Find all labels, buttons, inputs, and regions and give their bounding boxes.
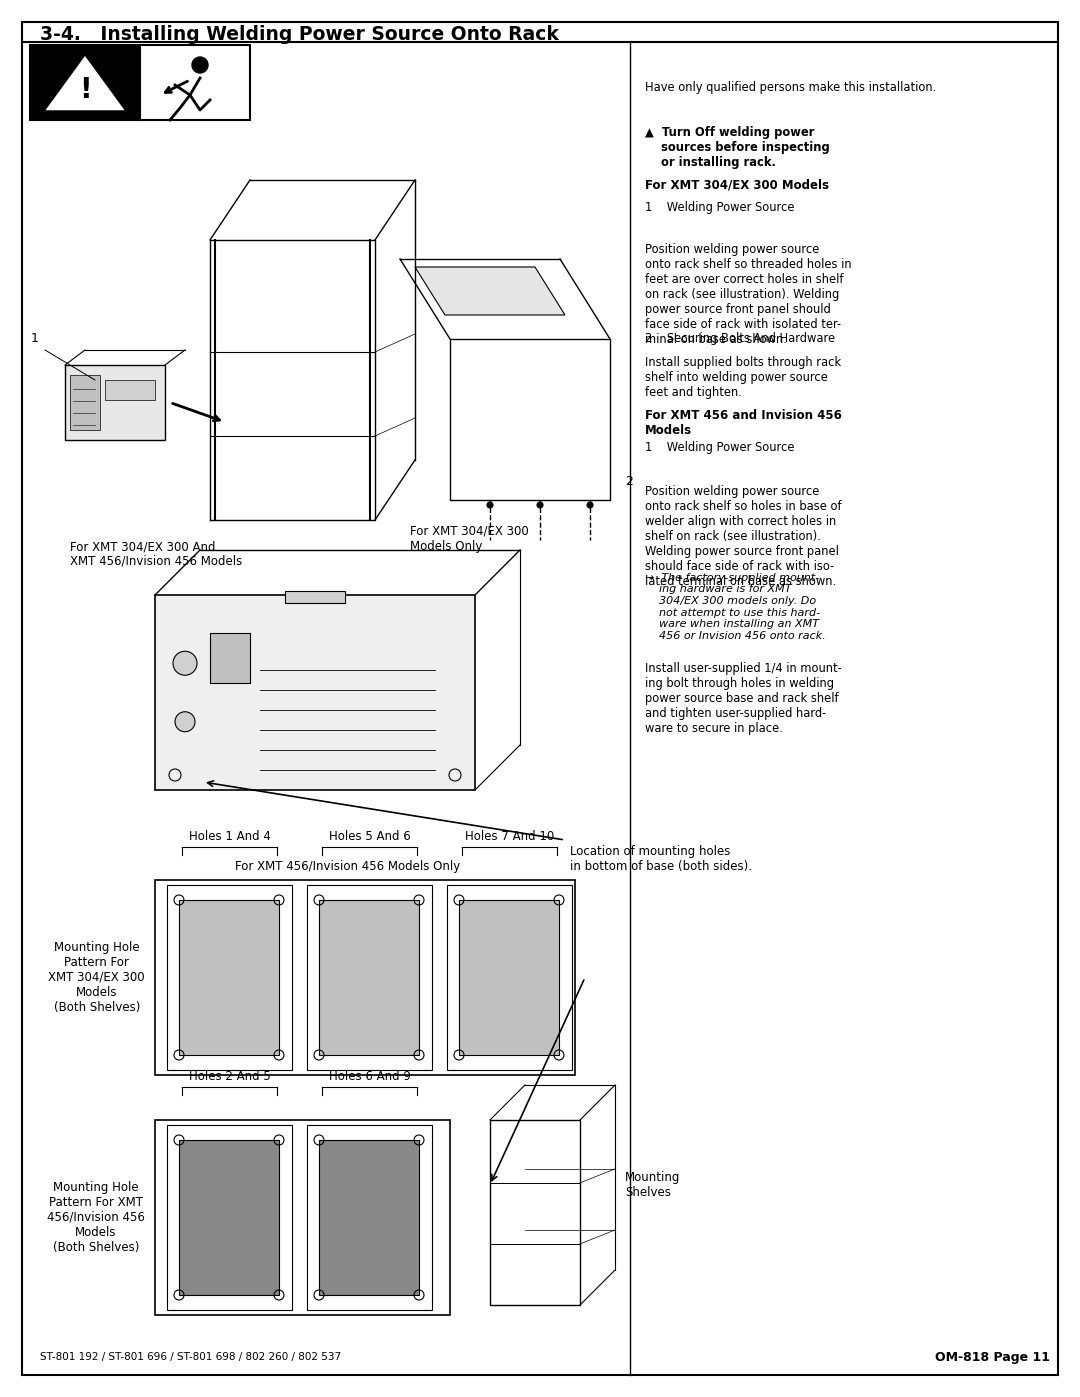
Bar — [459, 900, 559, 1055]
Bar — [105, 380, 156, 400]
Circle shape — [537, 502, 543, 509]
Text: Holes 7 And 10: Holes 7 And 10 — [464, 830, 554, 842]
Text: 1    Welding Power Source: 1 Welding Power Source — [645, 441, 795, 454]
Bar — [30, 45, 140, 120]
Circle shape — [175, 711, 195, 732]
Text: Location of mounting holes
in bottom of base (both sides).: Location of mounting holes in bottom of … — [570, 845, 752, 873]
Text: 3-4.   Installing Welding Power Source Onto Rack: 3-4. Installing Welding Power Source Ont… — [40, 25, 558, 43]
Polygon shape — [415, 267, 565, 314]
Text: Holes 1 And 4: Holes 1 And 4 — [189, 830, 270, 842]
Text: For XMT 304/EX 300 Models: For XMT 304/EX 300 Models — [645, 179, 829, 191]
Text: Have only qualified persons make this installation.: Have only qualified persons make this in… — [645, 81, 936, 94]
Bar — [490, 1120, 580, 1305]
Polygon shape — [42, 53, 129, 112]
Bar — [210, 633, 249, 683]
Circle shape — [192, 57, 208, 73]
Bar — [319, 1140, 419, 1295]
Text: 2    Securing Bolts And Hardware: 2 Securing Bolts And Hardware — [645, 332, 835, 345]
Text: Holes 6 And 9: Holes 6 And 9 — [328, 1070, 410, 1083]
Text: 1    Welding Power Source: 1 Welding Power Source — [645, 201, 795, 214]
Bar — [70, 374, 100, 430]
Text: For XMT 304/EX 300 And
XMT 456/Invision 456 Models: For XMT 304/EX 300 And XMT 456/Invision … — [70, 541, 242, 569]
Text: Mounting
Shelves: Mounting Shelves — [625, 1171, 680, 1199]
Text: !: ! — [79, 75, 92, 103]
Text: Mounting Hole
Pattern For XMT
456/Invision 456
Models
(Both Shelves): Mounting Hole Pattern For XMT 456/Invisi… — [48, 1180, 145, 1255]
Text: Install user-supplied 1/4 in mount-
ing bolt through holes in welding
power sour: Install user-supplied 1/4 in mount- ing … — [645, 662, 841, 735]
Bar — [447, 886, 572, 1070]
Bar — [167, 1125, 292, 1310]
Bar — [307, 1125, 432, 1310]
Bar — [319, 900, 419, 1055]
Text: →  The factory-supplied mount-
    ing hardware is for XMT
    304/EX 300 models: → The factory-supplied mount- ing hardwa… — [645, 573, 826, 641]
Circle shape — [487, 502, 492, 509]
Text: Position welding power source
onto rack shelf so threaded holes in
feet are over: Position welding power source onto rack … — [645, 243, 852, 346]
Text: OM-818 Page 11: OM-818 Page 11 — [935, 1351, 1050, 1363]
Text: ST-801 192 / ST-801 696 / ST-801 698 / 802 260 / 802 537: ST-801 192 / ST-801 696 / ST-801 698 / 8… — [40, 1352, 341, 1362]
Text: Mounting Hole
Pattern For
XMT 304/EX 300
Models
(Both Shelves): Mounting Hole Pattern For XMT 304/EX 300… — [49, 942, 145, 1014]
Text: Position welding power source
onto rack shelf so holes in base of
welder align w: Position welding power source onto rack … — [645, 485, 841, 588]
Bar — [140, 45, 249, 120]
Text: Holes 5 And 6: Holes 5 And 6 — [328, 830, 410, 842]
Text: For XMT 304/EX 300
Models Only: For XMT 304/EX 300 Models Only — [410, 525, 529, 553]
Text: 2: 2 — [625, 475, 633, 488]
Text: 1: 1 — [31, 332, 39, 345]
Text: Holes 2 And 5: Holes 2 And 5 — [189, 1070, 270, 1083]
Circle shape — [173, 651, 197, 675]
Bar — [156, 880, 575, 1076]
Bar — [167, 886, 292, 1070]
Bar — [156, 595, 475, 789]
Bar — [285, 591, 345, 604]
Bar — [179, 1140, 279, 1295]
Text: ▲  Turn Off welding power
    sources before inspecting
    or installing rack.: ▲ Turn Off welding power sources before … — [645, 126, 829, 169]
Bar — [65, 365, 165, 440]
Text: For XMT 456/Invision 456 Models Only: For XMT 456/Invision 456 Models Only — [235, 861, 460, 873]
Bar — [307, 886, 432, 1070]
Circle shape — [588, 502, 593, 509]
Text: For XMT 456 and Invision 456
Models: For XMT 456 and Invision 456 Models — [645, 409, 842, 437]
Bar — [156, 1120, 450, 1315]
Bar — [179, 900, 279, 1055]
Text: Install supplied bolts through rack
shelf into welding power source
feet and tig: Install supplied bolts through rack shel… — [645, 356, 841, 400]
